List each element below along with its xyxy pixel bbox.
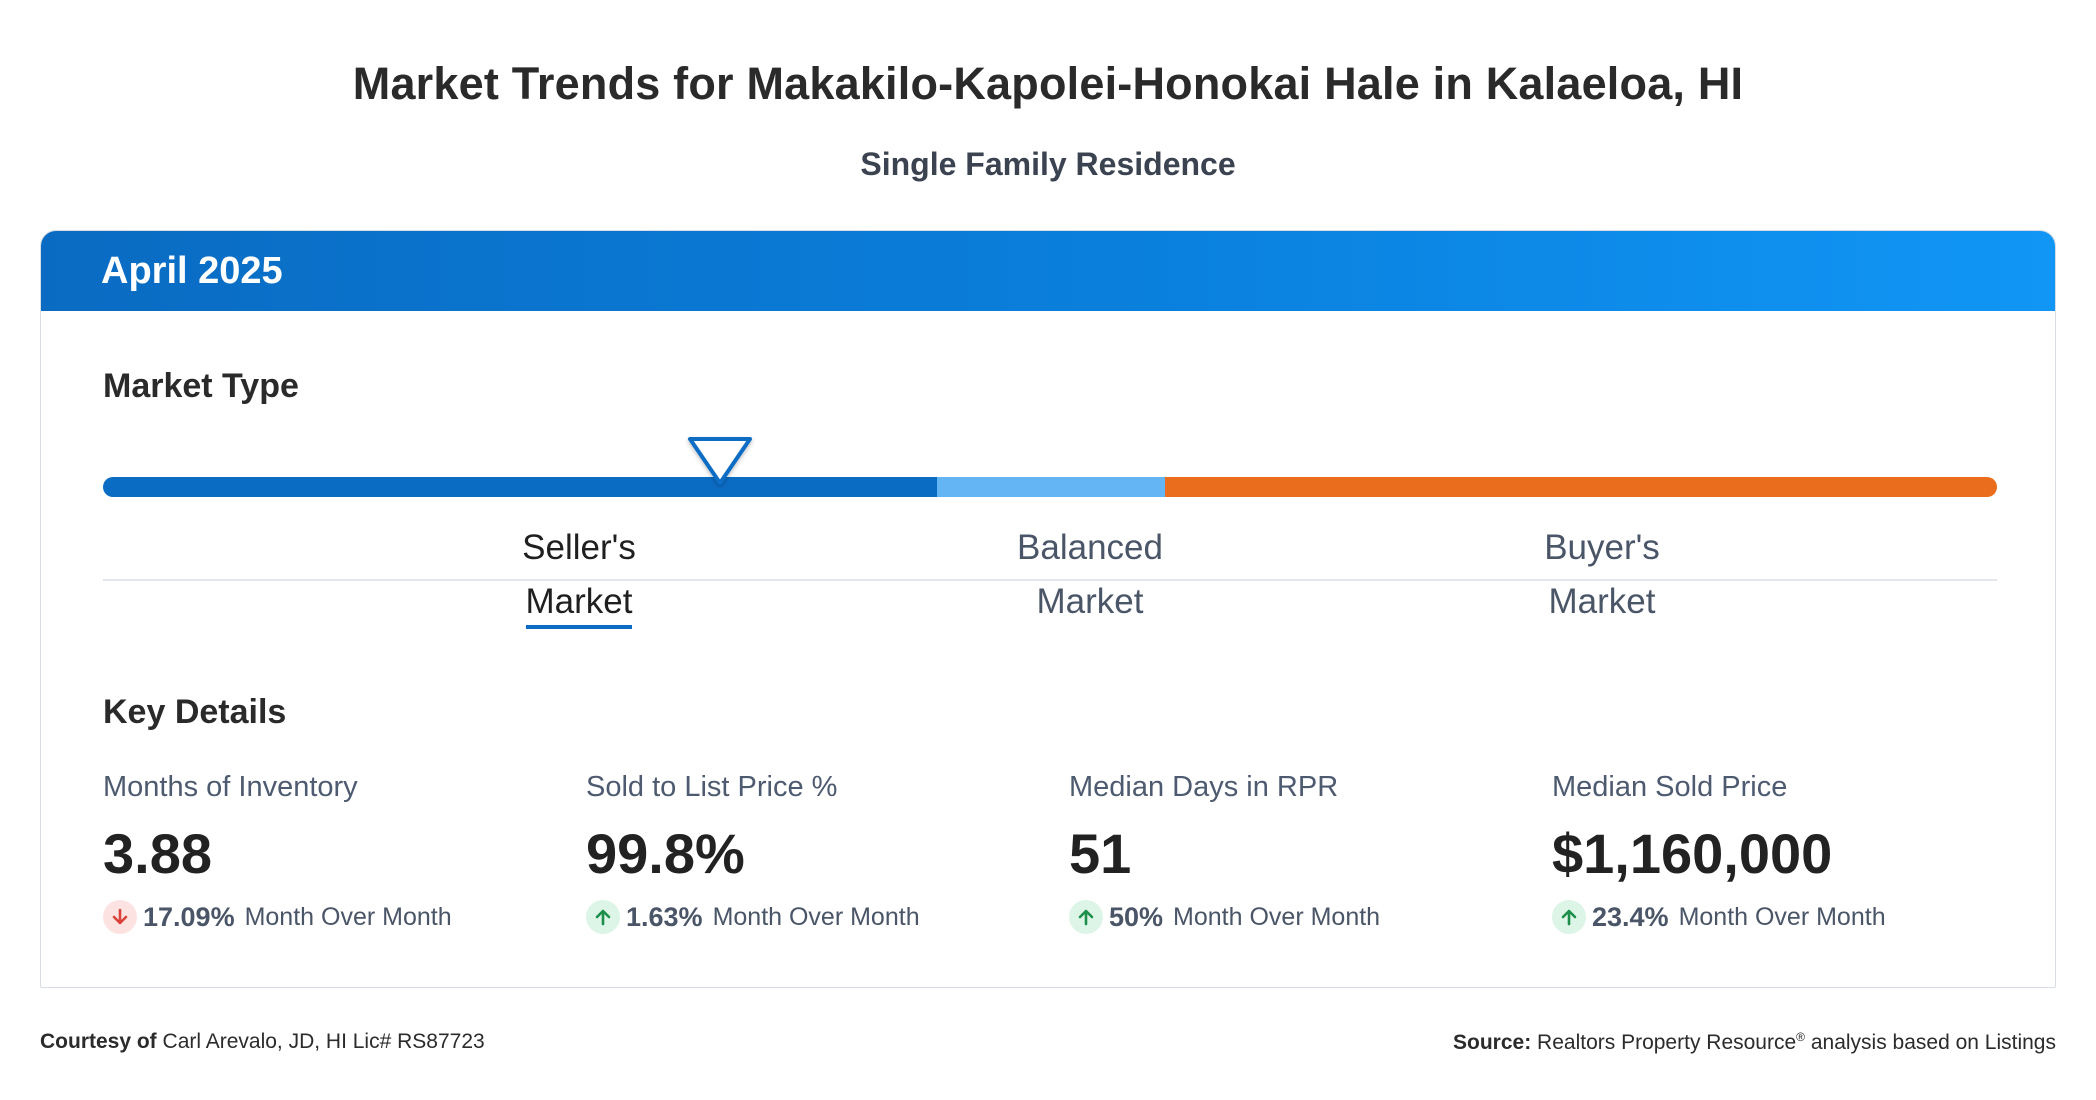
change-percent: 23.4%	[1592, 901, 1669, 932]
market-trends-card: April 2025 Market Type Seller's Market B…	[40, 230, 2056, 988]
change-percent: 17.09%	[143, 901, 235, 932]
card-header: April 2025	[41, 231, 2055, 311]
metric-change: 1.63% Month Over Month	[586, 900, 1066, 934]
registered-mark: ®	[1796, 1030, 1805, 1044]
balanced-label-line1: Balanced	[1017, 528, 1163, 567]
metric-sold-to-list-price: Sold to List Price % 99.8% 1.63% Month O…	[586, 771, 1066, 934]
metric-label: Median Days in RPR	[1069, 771, 1339, 803]
section-divider	[103, 579, 1997, 581]
arrow-up-icon	[1552, 900, 1586, 934]
footer-source: Source: Realtors Property Resource® anal…	[1453, 1030, 2056, 1055]
seller-label-line2: Market	[525, 582, 633, 629]
arrow-up-icon	[1069, 900, 1103, 934]
page-subtitle: Single Family Residence	[860, 146, 1236, 182]
footer-courtesy: Courtesy of Carl Arevalo, JD, HI Lic# RS…	[40, 1030, 485, 1054]
market-indicator-icon	[688, 437, 753, 485]
change-label: Month Over Month	[1173, 902, 1381, 931]
change-label: Month Over Month	[712, 902, 920, 931]
balanced-market-segment	[937, 477, 1165, 497]
page-title: Market Trends for Makakilo-Kapolei-Honok…	[352, 58, 1744, 109]
buyer-label-line2: Market	[1548, 582, 1656, 621]
metric-label: Median Sold Price	[1552, 771, 1788, 803]
key-details-heading: Key Details	[103, 693, 287, 731]
metric-change: 23.4% Month Over Month	[1552, 900, 2032, 934]
market-type-meter	[103, 437, 1997, 497]
balanced-label-line2: Market	[1036, 582, 1144, 621]
change-label: Month Over Month	[244, 902, 452, 931]
period-title: April 2025	[101, 249, 283, 292]
metric-median-sold-price: Median Sold Price $1,160,000 23.4% Month…	[1552, 771, 2032, 934]
metric-label: Months of Inventory	[103, 771, 358, 803]
courtesy-label: Courtesy of	[40, 1030, 157, 1053]
metric-months-of-inventory: Months of Inventory 3.88 17.09% Month Ov…	[103, 771, 583, 934]
metric-value: $1,160,000	[1552, 822, 1833, 885]
metric-value: 51	[1069, 822, 1132, 885]
market-type-heading: Market Type	[103, 367, 299, 405]
source-label: Source:	[1453, 1031, 1532, 1054]
arrow-up-icon	[586, 900, 620, 934]
market-type-buyer: Buyer's Market	[1452, 521, 1752, 629]
source-text: Realtors Property Resource	[1537, 1031, 1797, 1054]
change-percent: 1.63%	[626, 901, 703, 932]
metric-value: 3.88	[103, 822, 212, 885]
courtesy-text: Carl Arevalo, JD, HI Lic# RS87723	[162, 1030, 485, 1053]
buyer-market-segment	[1165, 477, 1997, 497]
metric-change: 17.09% Month Over Month	[103, 900, 583, 934]
source-text-rest: analysis based on Listings	[1805, 1031, 2056, 1054]
metric-value: 99.8%	[586, 822, 745, 885]
buyer-label-line1: Buyer's	[1544, 528, 1660, 567]
metric-change: 50% Month Over Month	[1069, 900, 1549, 934]
change-percent: 50%	[1109, 901, 1164, 932]
market-type-balanced: Balanced Market	[940, 521, 1240, 629]
metric-label: Sold to List Price %	[586, 771, 838, 803]
metric-median-days-in-rpr: Median Days in RPR 51 50% Month Over Mon…	[1069, 771, 1549, 934]
market-type-seller: Seller's Market	[429, 521, 729, 629]
seller-market-segment	[103, 477, 937, 497]
seller-label-line1: Seller's	[522, 528, 636, 567]
arrow-down-icon	[103, 900, 137, 934]
change-label: Month Over Month	[1678, 902, 1886, 931]
